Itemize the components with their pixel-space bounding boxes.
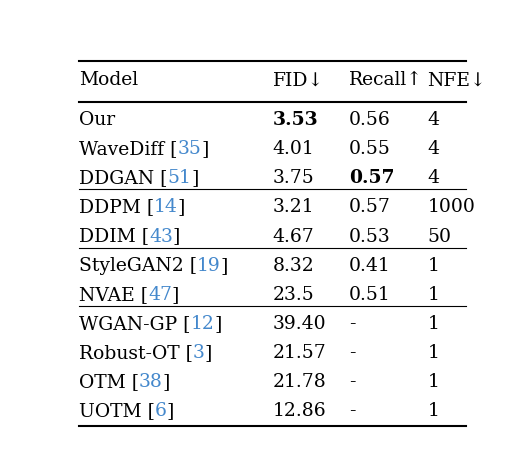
Text: ]: ] xyxy=(214,315,222,333)
Text: NFE↓: NFE↓ xyxy=(427,71,486,89)
Text: 0.57: 0.57 xyxy=(349,198,391,217)
Text: StyleGAN2 [: StyleGAN2 [ xyxy=(79,257,197,275)
Text: UOTM [: UOTM [ xyxy=(79,402,155,420)
Text: ]: ] xyxy=(167,402,174,420)
Text: 1: 1 xyxy=(427,373,439,391)
Text: 0.55: 0.55 xyxy=(349,140,391,158)
Text: 1: 1 xyxy=(427,315,439,333)
Text: 35: 35 xyxy=(177,140,201,158)
Text: 1: 1 xyxy=(427,344,439,362)
Text: 0.53: 0.53 xyxy=(349,228,390,245)
Text: 3: 3 xyxy=(193,344,205,362)
Text: 21.78: 21.78 xyxy=(272,373,327,391)
Text: 3.21: 3.21 xyxy=(272,198,314,217)
Text: -: - xyxy=(349,315,355,333)
Text: DDGAN [: DDGAN [ xyxy=(79,169,168,187)
Text: 3.53: 3.53 xyxy=(272,111,318,129)
Text: 19: 19 xyxy=(197,257,221,275)
Text: DDIM [: DDIM [ xyxy=(79,228,149,245)
Text: Our: Our xyxy=(79,111,115,129)
Text: 4: 4 xyxy=(427,140,439,158)
Text: WaveDiff [: WaveDiff [ xyxy=(79,140,177,158)
Text: 39.40: 39.40 xyxy=(272,315,326,333)
Text: -: - xyxy=(349,373,355,391)
Text: -: - xyxy=(349,344,355,362)
Text: 43: 43 xyxy=(149,228,173,245)
Text: 50: 50 xyxy=(427,228,451,245)
Text: 4.01: 4.01 xyxy=(272,140,314,158)
Text: 0.51: 0.51 xyxy=(349,286,390,303)
Text: 6: 6 xyxy=(155,402,167,420)
Text: 1: 1 xyxy=(427,286,439,303)
Text: ]: ] xyxy=(205,344,212,362)
Text: 4.67: 4.67 xyxy=(272,228,314,245)
Text: 21.57: 21.57 xyxy=(272,344,327,362)
Text: WGAN-GP [: WGAN-GP [ xyxy=(79,315,190,333)
Text: 12.86: 12.86 xyxy=(272,402,326,420)
Text: 0.57: 0.57 xyxy=(349,169,394,187)
Text: 4: 4 xyxy=(427,169,439,187)
Text: Recall↑: Recall↑ xyxy=(349,71,423,89)
Text: OTM [: OTM [ xyxy=(79,373,139,391)
Text: ]: ] xyxy=(201,140,209,158)
Text: FID↓: FID↓ xyxy=(272,71,324,89)
Text: 4: 4 xyxy=(427,111,439,129)
Text: 3.75: 3.75 xyxy=(272,169,314,187)
Text: ]: ] xyxy=(191,169,198,187)
Text: ]: ] xyxy=(178,198,185,217)
Text: ]: ] xyxy=(173,228,180,245)
Text: -: - xyxy=(349,402,355,420)
Text: 0.41: 0.41 xyxy=(349,257,390,275)
Text: Model: Model xyxy=(79,71,138,89)
Text: Robust-OT [: Robust-OT [ xyxy=(79,344,193,362)
Text: ]: ] xyxy=(221,257,228,275)
Text: DDPM [: DDPM [ xyxy=(79,198,154,217)
Text: ]: ] xyxy=(163,373,170,391)
Text: 38: 38 xyxy=(139,373,163,391)
Text: 51: 51 xyxy=(168,169,191,187)
Text: ]: ] xyxy=(172,286,179,303)
Text: 47: 47 xyxy=(148,286,172,303)
Text: 23.5: 23.5 xyxy=(272,286,314,303)
Text: 1: 1 xyxy=(427,257,439,275)
Text: 1000: 1000 xyxy=(427,198,475,217)
Text: NVAE [: NVAE [ xyxy=(79,286,148,303)
Text: 8.32: 8.32 xyxy=(272,257,314,275)
Text: 14: 14 xyxy=(154,198,178,217)
Text: 1: 1 xyxy=(427,402,439,420)
Text: 0.56: 0.56 xyxy=(349,111,390,129)
Text: 12: 12 xyxy=(190,315,214,333)
